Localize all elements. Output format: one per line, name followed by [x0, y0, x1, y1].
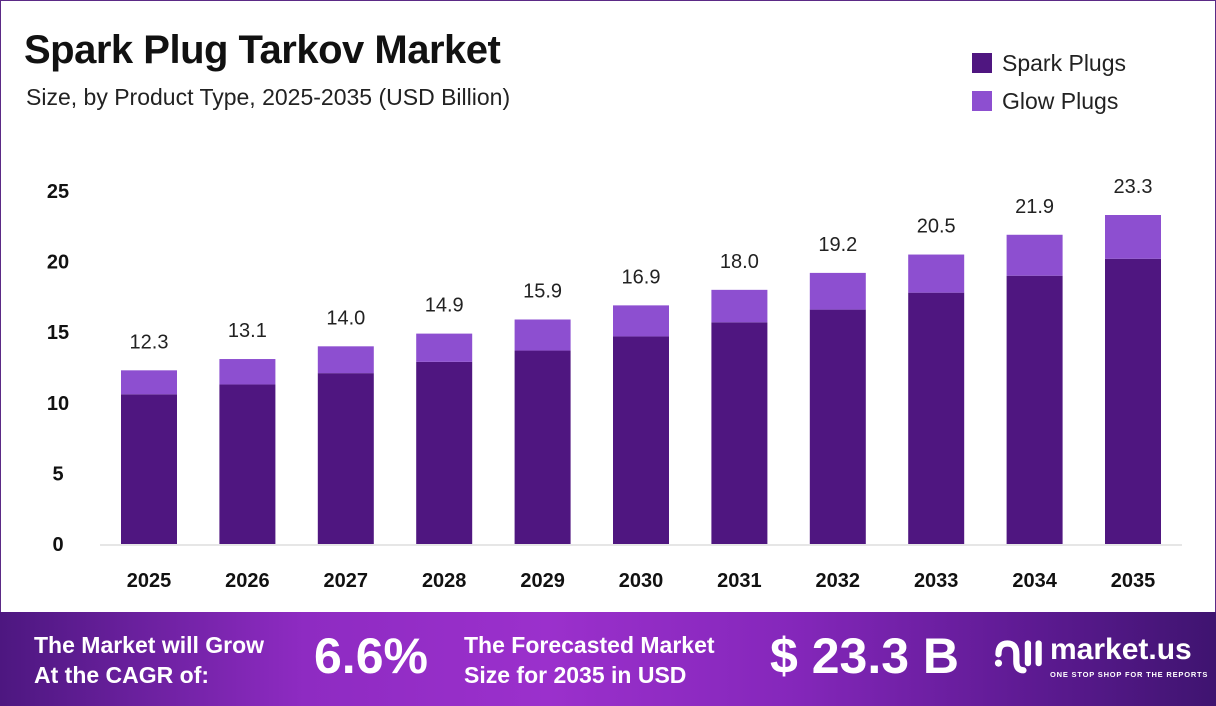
bar-glow-plugs — [416, 333, 473, 362]
bar-glow-plugs — [711, 289, 768, 323]
bar-spark-plugs — [514, 350, 571, 544]
bar-spark-plugs — [416, 361, 473, 544]
x-tick-label: 2031 — [717, 570, 762, 592]
x-tick-label: 2035 — [1111, 570, 1156, 592]
chart-subtitle: Size, by Product Type, 2025-2035 (USD Bi… — [26, 84, 511, 110]
bar-glow-plugs — [908, 254, 965, 293]
footer-banner: The Market will Grow At the CAGR of: 6.6%… — [0, 612, 1216, 706]
legend-item-glow-plugs: Glow Plugs — [972, 82, 1126, 120]
market-us-logo: market.us ONE STOP SHOP FOR THE REPORTS — [994, 632, 1208, 680]
x-tick-label: 2025 — [127, 570, 172, 592]
forecast-label-line: The Forecasted Market — [464, 632, 715, 658]
bar-spark-plugs — [219, 384, 276, 544]
y-tick-label: 0 — [52, 534, 63, 556]
cagr-label: The Market will Grow At the CAGR of: — [34, 630, 264, 690]
legend-swatch — [972, 91, 992, 111]
logo-text: market.us — [1050, 633, 1192, 666]
total-label: 15.9 — [523, 280, 562, 302]
cagr-value: 6.6% — [314, 628, 428, 684]
legend-swatch — [972, 53, 992, 73]
bar-spark-plugs — [908, 292, 965, 544]
x-tick-label: 2033 — [914, 570, 959, 592]
bar-chart: 051015202512.3202513.1202614.0202714.920… — [47, 176, 1182, 592]
x-tick-label: 2026 — [225, 570, 270, 592]
legend: Spark Plugs Glow Plugs — [972, 44, 1126, 120]
x-tick-label: 2028 — [422, 570, 467, 592]
y-tick-label: 20 — [47, 252, 69, 274]
forecast-label-line: Size for 2035 in USD — [464, 662, 687, 688]
y-tick-label: 15 — [47, 322, 69, 344]
bar-spark-plugs — [1105, 258, 1161, 544]
bar-glow-plugs — [613, 305, 669, 337]
bar-spark-plugs — [1006, 275, 1063, 544]
bar-glow-plugs — [219, 359, 276, 385]
total-label: 23.3 — [1114, 176, 1153, 198]
forecast-label: The Forecasted Market Size for 2035 in US… — [464, 630, 715, 690]
y-tick-label: 25 — [47, 181, 69, 203]
bar-spark-plugs — [317, 373, 374, 544]
total-label: 18.0 — [720, 251, 759, 273]
x-tick-label: 2034 — [1012, 570, 1057, 592]
bar-glow-plugs — [1105, 215, 1161, 259]
bar-glow-plugs — [317, 346, 374, 374]
total-label: 20.5 — [917, 216, 956, 238]
total-label: 19.2 — [818, 234, 857, 256]
total-label: 13.1 — [228, 320, 267, 342]
chart-title: Spark Plug Tarkov Market — [24, 28, 501, 72]
legend-label: Glow Plugs — [1002, 87, 1119, 114]
legend-item-spark-plugs: Spark Plugs — [972, 44, 1126, 82]
legend-label: Spark Plugs — [1002, 49, 1127, 76]
bar-spark-plugs — [809, 309, 866, 544]
x-tick-label: 2027 — [324, 570, 369, 592]
y-tick-label: 10 — [47, 393, 69, 415]
x-tick-label: 2030 — [619, 570, 664, 592]
bar-spark-plugs — [711, 322, 768, 544]
total-label: 16.9 — [622, 266, 661, 288]
x-tick-label: 2029 — [520, 570, 565, 592]
bar-glow-plugs — [121, 370, 177, 395]
bar-glow-plugs — [514, 319, 571, 351]
total-label: 14.0 — [326, 307, 365, 329]
y-tick-label: 5 — [52, 463, 63, 485]
bar-spark-plugs — [613, 336, 669, 544]
bar-glow-plugs — [1006, 234, 1063, 276]
cagr-label-line: The Market will Grow — [34, 632, 265, 658]
logo-icon — [994, 640, 1042, 674]
total-label: 21.9 — [1015, 196, 1054, 218]
logo-tagline: ONE STOP SHOP FOR THE REPORTS — [1050, 670, 1209, 679]
bar-glow-plugs — [809, 272, 866, 310]
total-label: 12.3 — [130, 331, 169, 353]
cagr-label-line: At the CAGR of: — [34, 662, 210, 688]
total-label: 14.9 — [425, 295, 464, 317]
forecast-value: $ 23.3 B — [770, 628, 960, 684]
bar-spark-plugs — [121, 394, 177, 544]
x-tick-label: 2032 — [816, 570, 861, 592]
